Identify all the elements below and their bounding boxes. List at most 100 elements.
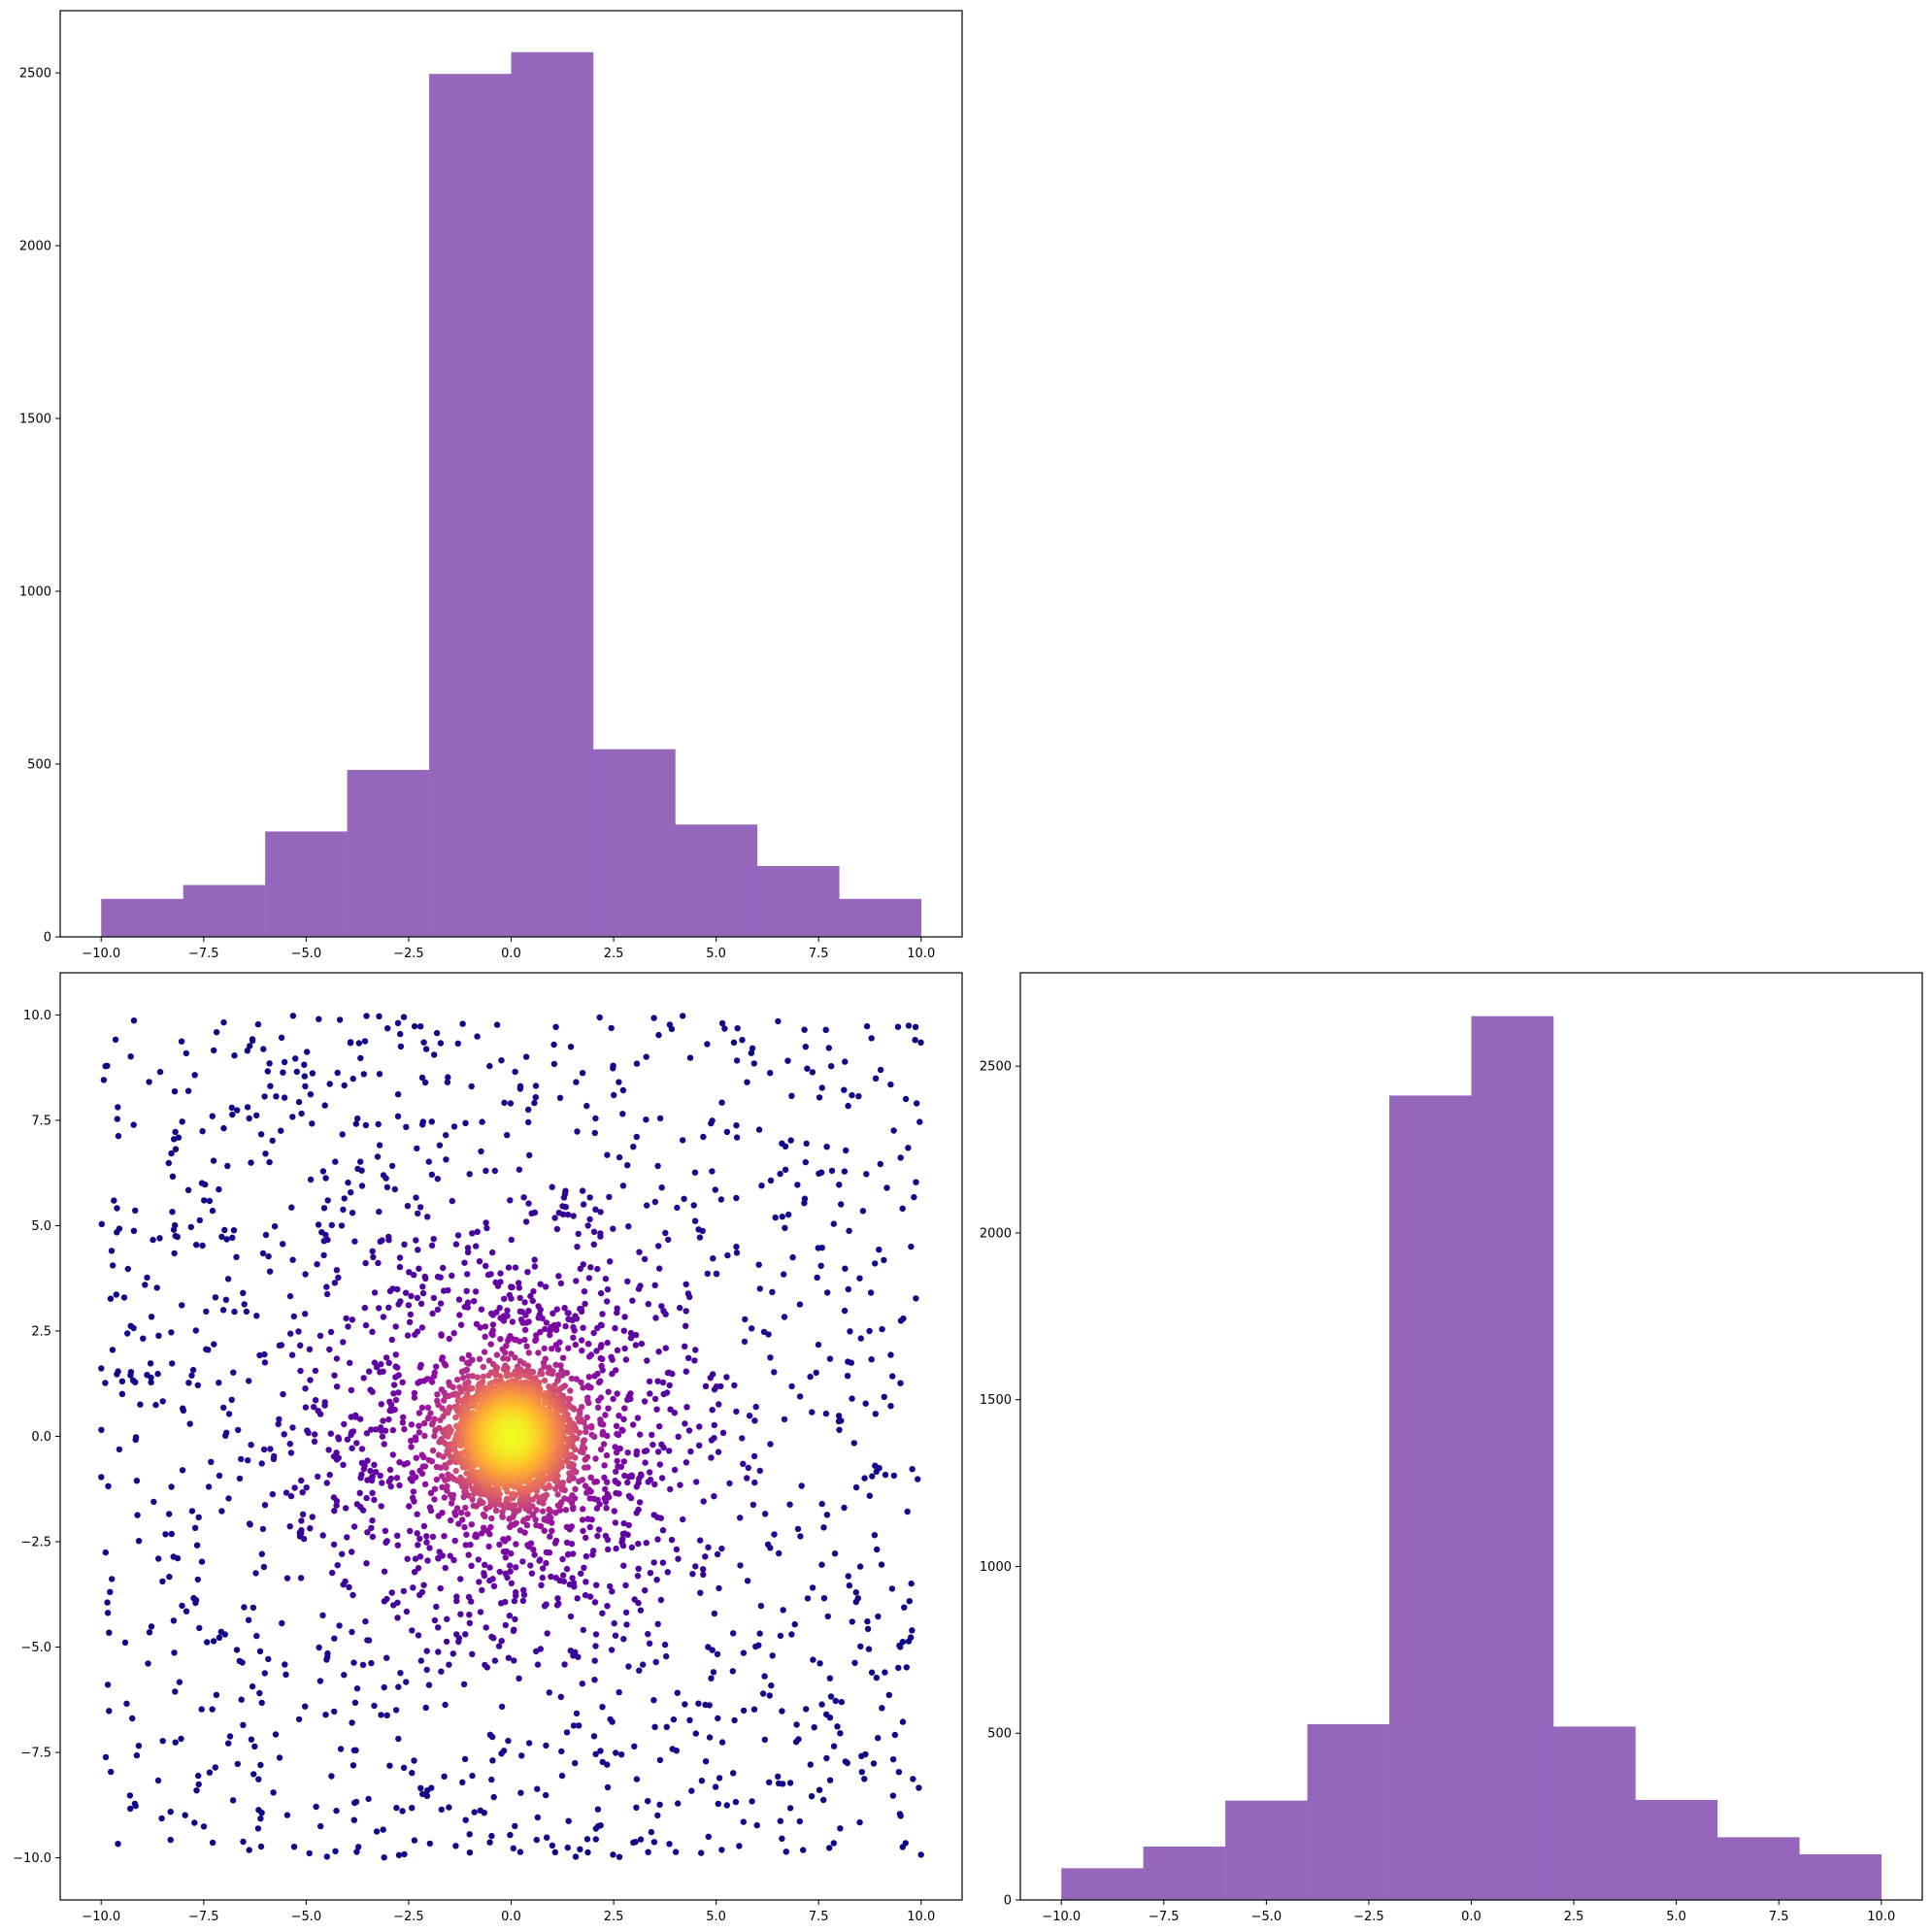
scatter-point [574,1128,581,1135]
scatter-point [512,1616,518,1623]
scatter-point [350,1659,357,1666]
scatter-point [276,1416,283,1423]
scatter-point [383,1595,390,1603]
scatter-point [121,1639,129,1647]
scatter-point [602,1532,610,1540]
scatter-point [574,1595,581,1602]
scatter-point [620,1562,627,1569]
scatter-point [353,1849,360,1855]
scatter-point [203,1308,210,1316]
scatter-point [300,1535,308,1543]
scatter-point [537,1306,544,1314]
scatter-point [842,1058,849,1065]
scatter-point [749,1325,755,1332]
scatter-point [429,1447,437,1454]
scatter-point [807,1373,814,1381]
scatter-point [260,1046,267,1052]
scatter-point [483,1624,489,1631]
scatter-point [350,1428,357,1435]
scatter-point [280,1241,286,1248]
scatter-point [156,1068,164,1076]
scatter-point [170,1226,178,1233]
scatter-point [439,1510,446,1516]
scatter-point [665,1236,672,1244]
scatter-point [104,1599,111,1606]
scatter-point [685,1427,693,1434]
scatter-point [336,1622,343,1629]
scatter-point [616,1413,622,1419]
scatter-point [611,1091,617,1099]
scatter-point [385,1237,392,1244]
scatter-point [334,1562,341,1569]
scatter-point [890,1472,898,1480]
scatter-point [498,1703,506,1711]
scatter-point [508,1283,515,1291]
scatter-point [341,1195,348,1202]
scatter-point [762,1511,769,1517]
scatter-point [594,1532,601,1540]
scatter-point [115,1104,121,1111]
scatter-point [818,1500,825,1508]
scatter-point [667,1485,674,1493]
scatter-point [835,1413,843,1419]
scatter-point [450,1330,457,1337]
scatter-point [613,1749,619,1756]
scatter-point [715,1800,721,1808]
scatter-point [394,1615,401,1621]
scatter-point [508,1482,516,1488]
scatter-point [349,1445,355,1451]
scatter-point [511,1371,518,1378]
scatter-point [753,1821,760,1829]
scatter-point [650,1015,657,1021]
scatter-point [702,1382,710,1390]
scatter-point [297,1367,304,1375]
scatter-point [439,1483,446,1491]
scatter-point [767,1354,774,1361]
scatter-point [556,1094,564,1102]
scatter-point [513,1588,519,1596]
scatter-point [794,1182,801,1188]
scatter-point [616,1079,622,1085]
scatter-point [244,1104,251,1111]
scatter-point [607,1582,614,1590]
scatter-point [210,1638,217,1645]
scatter-point [420,1522,428,1530]
scatter-point [228,1396,235,1404]
scatter-point [691,1357,698,1364]
scatter-point [383,1538,390,1545]
scatter-point [850,1440,857,1447]
scatter-point [362,1121,370,1129]
scatter-point [428,1379,436,1385]
scatter-point [597,1420,604,1427]
scatter-point [868,1669,876,1676]
scatter-point [466,1171,473,1178]
scatter-point [824,1613,831,1620]
scatter-point [852,1598,859,1606]
scatter-point [489,1312,496,1318]
scatter-point [683,1459,690,1466]
scatter-point [488,1776,495,1783]
scatter-point [716,1584,722,1592]
scatter-point [632,1342,640,1349]
scatter-point [423,1648,430,1654]
scatter-point [552,1509,559,1516]
scatter-point [174,1233,181,1241]
scatter-point [408,1421,416,1428]
scatter-point [287,1449,295,1456]
scatter-point [355,1040,362,1047]
scatter-point [523,1521,531,1529]
scatter-point [421,1463,429,1470]
scatter-point [167,1809,174,1815]
scatter-point [449,1491,457,1499]
scatter-point [592,1631,600,1638]
scatter-point [469,1373,477,1380]
scatter-point [712,1783,719,1790]
scatter-point [599,1367,606,1374]
scatter-point [698,1778,706,1784]
scatter-point [863,1171,870,1178]
scatter-point [205,1347,212,1353]
scatter-point [761,1736,768,1744]
scatter-point [525,1118,532,1126]
scatter-point [604,1783,612,1791]
scatter-point [369,1388,376,1395]
